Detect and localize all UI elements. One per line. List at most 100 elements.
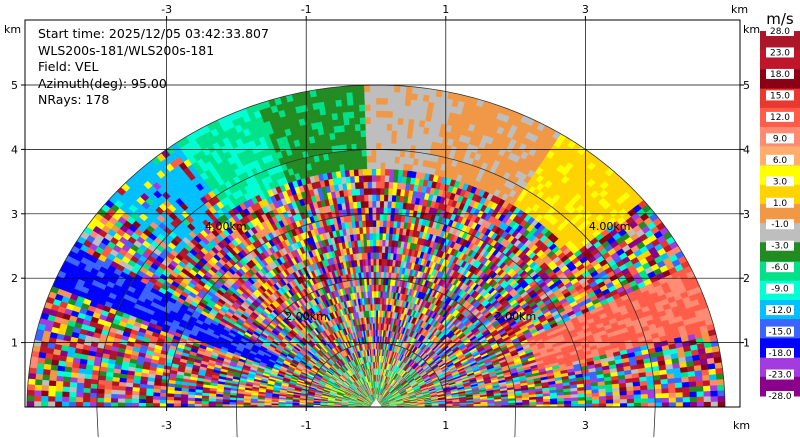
velocity-cell: [386, 123, 393, 131]
velocity-cell: [417, 87, 425, 95]
velocity-cell: [404, 98, 412, 107]
velocity-cell: [383, 187, 389, 196]
velocity-cell: [365, 123, 372, 131]
velocity-cell: [536, 401, 544, 405]
velocity-cell: [371, 200, 377, 208]
velocity-cell: [688, 375, 697, 382]
velocity-cell: [363, 187, 369, 196]
velocity-cell: [387, 97, 394, 105]
velocity-cell: [385, 220, 391, 228]
velocity-cell: [359, 117, 366, 125]
velocity-cell: [570, 393, 579, 398]
velocity-cell: [369, 84, 377, 92]
velocity-cell: [386, 207, 392, 215]
velocity-cell: [412, 125, 419, 134]
velocity-cell: [364, 200, 369, 208]
velocity-cell: [367, 181, 373, 189]
velocity-cell: [384, 168, 390, 176]
velocity-cell: [370, 258, 374, 266]
velocity-cell: [407, 118, 415, 127]
velocity-cell: [360, 200, 365, 209]
velocity-cell: [385, 155, 391, 163]
velocity-cell: [380, 155, 386, 163]
velocity-cell: [696, 396, 705, 403]
velocity-cell: [365, 142, 372, 150]
velocity-cell: [357, 162, 363, 170]
velocity-cell: [370, 116, 377, 124]
velocity-cell: [379, 200, 385, 208]
velocity-cell: [404, 92, 413, 100]
velocity-cell: [362, 168, 368, 176]
velocity-cell: [342, 118, 350, 126]
velocity-cell: [358, 97, 365, 105]
velocity-cell: [695, 380, 704, 387]
velocity-cell: [397, 175, 403, 184]
velocity-cell: [378, 277, 382, 285]
velocity-cell: [392, 98, 400, 106]
velocity-cell: [605, 395, 614, 400]
velocity-cell: [661, 402, 670, 408]
velocity-cell: [522, 401, 530, 405]
velocity-cell: [375, 200, 381, 208]
velocity-cell: [375, 187, 381, 195]
velocity-cell: [368, 207, 373, 215]
velocity-cell: [411, 86, 419, 95]
velocity-cell: [703, 401, 712, 408]
velocity-cell: [357, 91, 365, 99]
velocity-cell: [619, 390, 628, 396]
velocity-cell: [375, 97, 383, 105]
velocity-cell: [584, 396, 593, 401]
velocity-cell: [366, 149, 372, 157]
velocity-cell: [381, 116, 388, 125]
velocity-cell: [404, 144, 412, 152]
velocity-cell: [639, 384, 648, 391]
velocity-cell: [709, 379, 718, 386]
velocity-cell: [364, 110, 371, 118]
velocity-cell: [668, 392, 677, 398]
velocity-cell: [372, 252, 377, 260]
velocity-cell: [370, 104, 377, 112]
velocity-cell: [640, 393, 649, 399]
velocity-cell: [368, 213, 373, 221]
velocity-cell: [633, 402, 642, 408]
velocity-cell: [654, 388, 663, 394]
velocity-cell: [585, 399, 593, 404]
velocity-cell: [350, 136, 357, 145]
velocity-cell: [375, 91, 383, 99]
velocity-cell: [380, 271, 384, 279]
velocity-cell: [375, 232, 380, 240]
velocity-cell: [619, 394, 628, 400]
velocity-cell: [348, 124, 356, 132]
velocity-cell: [380, 168, 386, 176]
velocity-cell: [363, 84, 371, 92]
velocity-cell: [346, 150, 353, 158]
velocity-cell: [703, 390, 712, 397]
velocity-cell: [334, 99, 342, 107]
velocity-cell: [633, 393, 642, 399]
velocity-cell: [381, 84, 389, 92]
velocity-cell: [375, 194, 381, 202]
velocity-cell: [366, 245, 371, 253]
velocity-cell: [702, 374, 711, 381]
velocity-cell: [359, 194, 365, 202]
velocity-cell: [372, 213, 377, 221]
velocity-cell: [661, 387, 670, 394]
velocity-cell: [389, 155, 396, 164]
velocity-cell: [696, 390, 705, 397]
velocity-cell: [372, 239, 377, 247]
velocity-cell: [715, 373, 724, 380]
velocity-cell: [564, 400, 572, 405]
velocity-cell: [388, 233, 393, 241]
velocity-cell: [381, 104, 388, 112]
velocity-cell: [388, 181, 394, 189]
velocity-cell: [682, 386, 690, 393]
velocity-cell: [371, 162, 377, 170]
velocity-cell: [375, 104, 382, 112]
velocity-cell: [668, 397, 677, 403]
velocity-cell: [710, 395, 719, 402]
velocity-cell: [393, 162, 400, 170]
velocity-cell: [660, 383, 669, 389]
velocity-cell: [371, 194, 377, 202]
velocity-cell: [371, 181, 377, 189]
velocity-cell: [378, 265, 382, 272]
